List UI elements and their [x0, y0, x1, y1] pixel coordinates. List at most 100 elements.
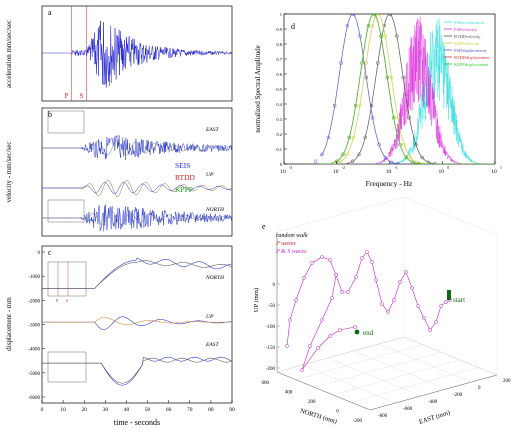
panel-e-north-tick: 200: [308, 400, 316, 405]
velocity-north-rtdd: [42, 211, 232, 225]
path-point: [320, 255, 324, 259]
panel-e-east-tick: -400: [428, 400, 438, 405]
inset-north-displacement: P S: [47, 261, 87, 303]
velocity-traces: [42, 135, 232, 232]
panel-e-north-tick: 400: [285, 391, 293, 396]
spectrum-PSDacceleration: [320, 18, 495, 164]
panel-e-north-tick: 0: [336, 410, 339, 415]
panel-d-xtick-exp: -3: [289, 166, 292, 170]
spectrum-marker: [358, 103, 362, 108]
spectrum-marker: [332, 103, 337, 108]
panel-c-xlabel: time - seconds: [114, 418, 160, 427]
panel-e-zticks: 0 -50 -100 -150 -200: [266, 283, 280, 372]
annotation-start: start: [453, 296, 465, 304]
panel-e-ztick: -200: [266, 367, 276, 372]
legend-ps-waves: P & S waves: [275, 249, 307, 255]
panel-c: c P S NORTH UP EAST 0 -1000 -2000 -3000 -400…: [5, 245, 235, 427]
path-point: [416, 304, 420, 308]
panel-e-east-tick: -200: [453, 393, 463, 398]
legend-KPPPdisplacement: KPPPdisplacement: [454, 62, 489, 67]
spectrum-marker: [370, 116, 375, 120]
spectrum-marker: [407, 116, 412, 120]
spectrum-marker: [357, 152, 361, 157]
spectrum-marker: [385, 75, 390, 80]
spectrum-KPPPvelocity: [320, 14, 494, 164]
path-point: [360, 256, 364, 260]
panel-e-east-label: EAST (mm): [418, 409, 451, 426]
spectrum-marker: [360, 61, 364, 65]
panel-d-ytick: 0.9: [276, 27, 282, 32]
panel-a-label: a: [48, 8, 52, 17]
spectrum-marker: [345, 152, 349, 157]
path-point: [310, 261, 314, 265]
panel-d-xtick: 10: [280, 169, 286, 175]
path-point: [439, 304, 443, 308]
panel-d-ytick: 0.6: [276, 72, 282, 77]
disp-east-rtdd: [42, 357, 232, 384]
path-point: [374, 278, 378, 282]
panel-e-east-ticks: -800 -600 -400 -200 0 200: [378, 379, 511, 419]
panel-d-ytick: 0: [280, 162, 283, 167]
panel-e-label: e: [262, 222, 266, 231]
path-point: [386, 310, 390, 314]
spectrum-marker: [353, 103, 358, 108]
displacement-traces: [42, 257, 232, 386]
panel-d-xtick: 10: [439, 169, 445, 175]
legend-seis: SEIS: [175, 161, 190, 170]
panel-a: a P S acceleration mm/sec/sec: [5, 5, 233, 102]
panel-c-yticks: 0 -1000 -2000 -3000 -4000 -5000 -6000: [28, 251, 45, 401]
panel-e-north-label: NORTH (mm): [299, 408, 337, 426]
panel-e-north-ticks: 600 400 200 0 -200: [262, 381, 363, 424]
legend-random-walk: random walk: [276, 233, 308, 239]
spectrum-marker: [383, 34, 387, 38]
panel-d-label: d: [291, 22, 295, 31]
path-point: [410, 286, 414, 290]
panel-d-legend: PSDacceleration PSDvelocity RTDDvelocity KP…: [444, 20, 490, 67]
path-point: [288, 318, 292, 322]
panel-d-ytick: 0.3: [276, 117, 282, 122]
path-point: [428, 328, 432, 332]
path-point: [294, 298, 298, 302]
spectrum-marker: [350, 159, 355, 164]
panel-d-ytick: 1: [280, 12, 282, 17]
panel-c-xtick: 90: [229, 407, 235, 413]
panel-b-ylabel: velocity - mm/sec/sec: [5, 141, 13, 202]
phase-label-S: S: [79, 92, 83, 100]
panel-c-xtick: 80: [208, 407, 214, 413]
panel-e-east-tick: -600: [403, 407, 413, 412]
spectrum-marker: [377, 14, 381, 17]
spectrum-marker: [379, 34, 383, 38]
path-point: [346, 290, 350, 294]
panel-d-ytick: 0.7: [276, 57, 282, 62]
panel-d-xtick-exp: 0: [447, 166, 449, 170]
phase-label-P: P: [65, 92, 69, 100]
spectrum-marker: [389, 160, 394, 164]
spectrum-marker: [366, 24, 371, 28]
spectrum-marker: [395, 34, 399, 38]
path-point: [392, 298, 396, 302]
panel-d-ylabel: normalized Spectral Amplitude: [254, 45, 262, 132]
panel-a-ylabel: acceleration mm/sec/sec: [5, 20, 13, 88]
panel-c-ytick: -4000: [28, 348, 40, 353]
spectrum-marker: [347, 135, 352, 140]
spectrum-marker: [388, 14, 393, 17]
panel-d-xtick: 10: [491, 169, 497, 175]
spectrum-marker: [351, 14, 356, 17]
panel-d-ytick: 0.4: [276, 102, 282, 107]
ps-waves-path-2: [301, 274, 356, 371]
legend-p-waves: P waves: [275, 241, 296, 247]
panel-d-ytick: 0.8: [276, 42, 282, 47]
panel-d-ytick: 0.1: [276, 147, 282, 152]
spectrum-marker: [339, 159, 343, 164]
spectrum-marker: [358, 34, 362, 38]
panel-e-ztick: -150: [266, 346, 276, 351]
legend-RTDDdisplacement: RTDDdisplacement: [454, 55, 490, 60]
spectrum-marker: [376, 61, 380, 65]
inset-north-velocity: [47, 199, 85, 223]
end-marker: [354, 329, 360, 335]
inset-s-label: S: [66, 298, 68, 303]
panel-d-xlabel: Frequency - Hz: [366, 179, 413, 188]
spectra-traces: [313, 14, 495, 164]
